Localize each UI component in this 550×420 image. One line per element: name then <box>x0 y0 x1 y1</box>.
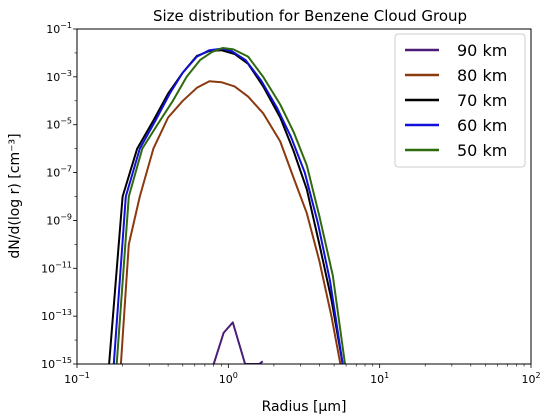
series-line-50-km <box>115 47 346 364</box>
legend-label: 90 km <box>457 41 507 60</box>
legend: 90 km 80 km 70 km 60 km 50 km <box>394 33 526 168</box>
y-tick-label: 10−7 <box>46 165 72 180</box>
x-tick-label: 10−1 <box>64 371 90 386</box>
y-tick-label: 10−1 <box>46 21 72 36</box>
x-axis-label: Radius [μm] <box>262 399 347 415</box>
legend-label: 80 km <box>457 66 507 85</box>
x-tick-label: 101 <box>370 371 389 386</box>
legend-label: 50 km <box>457 141 507 160</box>
y-tick-label: 10−3 <box>46 69 72 84</box>
x-tick-label: 100 <box>219 371 238 386</box>
series-line-70-km <box>108 49 344 364</box>
y-tick-label: 10−11 <box>41 260 72 275</box>
series-line-60-km <box>112 47 344 364</box>
y-tick-label: 10−5 <box>46 117 72 132</box>
legend-label: 60 km <box>457 116 507 135</box>
series-line-90-km <box>212 321 264 364</box>
series-line-80-km <box>119 80 342 364</box>
y-axis-label: dN/d(log r) [cm⁻³] <box>7 133 23 258</box>
y-tick-label: 10−15 <box>41 356 72 371</box>
series-layer <box>108 47 346 364</box>
x-tick-label: 102 <box>521 371 540 386</box>
y-tick-label: 10−13 <box>41 308 72 323</box>
axis-ticks: 10−1 100 101 102 10−15 10−13 10−11 10−9 10−7 10−5… <box>41 21 540 386</box>
y-tick-label: 10−9 <box>46 212 72 227</box>
legend-frame <box>394 33 526 168</box>
chart-title: Size distribution for Benzene Cloud Grou… <box>153 7 467 25</box>
legend-label: 70 km <box>457 91 507 110</box>
